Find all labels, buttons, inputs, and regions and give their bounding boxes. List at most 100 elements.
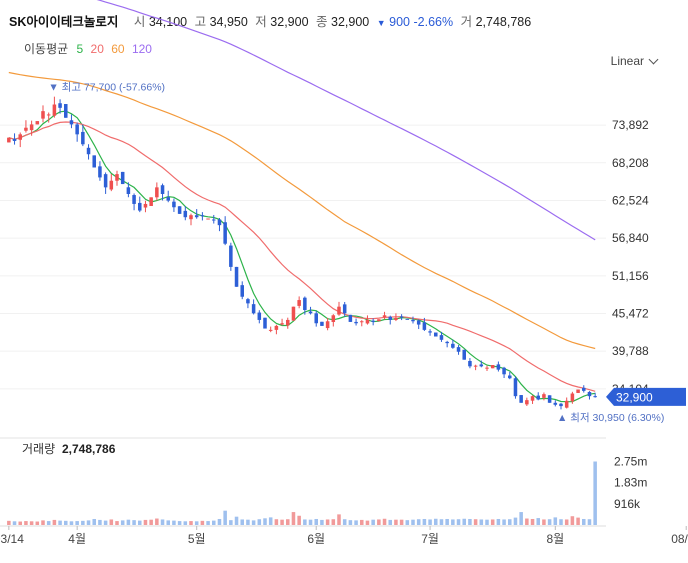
current-price-tag xyxy=(606,387,686,406)
time-tick-label: 08/28 xyxy=(671,532,688,546)
low-marker-label: ▲ 최저 30,950 (6.30%) xyxy=(557,412,664,424)
volume-tick-label: 916k xyxy=(614,497,641,511)
price-tick-label: 56,840 xyxy=(612,231,649,245)
volume-bar xyxy=(468,518,472,525)
volume-bar xyxy=(525,518,529,525)
volume-bar xyxy=(52,519,57,525)
candle xyxy=(314,313,318,324)
volume-bar xyxy=(200,520,205,525)
volume-bar xyxy=(286,519,290,525)
candle xyxy=(416,320,421,325)
candle xyxy=(502,367,506,375)
scale-selector-label: Linear xyxy=(610,54,644,68)
volume-bar xyxy=(7,520,11,525)
volume-bar xyxy=(206,521,210,525)
candle xyxy=(445,341,449,344)
volume-bar xyxy=(388,519,392,525)
time-tick-label: 7월 xyxy=(421,532,439,546)
volume-bar xyxy=(411,519,415,525)
candle xyxy=(280,323,284,325)
volume-bar xyxy=(542,519,546,525)
volume-bar xyxy=(12,521,17,525)
volume-label: 거 xyxy=(460,15,473,29)
candle xyxy=(388,316,392,320)
candle xyxy=(35,121,40,125)
volume-bar xyxy=(291,512,296,525)
volume-bar xyxy=(422,518,427,525)
volume-bar xyxy=(126,519,131,525)
candle xyxy=(325,321,330,329)
volume-bar xyxy=(303,519,307,525)
candle xyxy=(64,104,68,118)
volume-bar xyxy=(280,519,284,525)
candle xyxy=(274,325,279,330)
volume-bar xyxy=(530,518,535,525)
high-value: 34,950 xyxy=(209,15,248,29)
volume-bar xyxy=(365,520,370,525)
ma20-label: 20 xyxy=(90,42,104,56)
candle xyxy=(348,314,353,322)
scale-selector[interactable]: Linear xyxy=(610,54,659,68)
ma5-line xyxy=(8,110,596,403)
price-header: SK아이이테크놀로지 시 34,100 고 34,950 저 32,900 종 … xyxy=(9,11,531,30)
candle xyxy=(485,367,489,369)
volume-bar xyxy=(325,519,330,525)
candle xyxy=(342,304,347,314)
volume-bar xyxy=(456,519,461,525)
candle xyxy=(24,127,28,131)
price-axis: 73,892 68,208 62,524 56,840 51,156 45,472 39,7… xyxy=(606,118,686,406)
volume-bar xyxy=(24,521,28,525)
candle xyxy=(525,400,529,405)
candle xyxy=(194,215,199,218)
candle xyxy=(41,111,45,119)
candle xyxy=(251,304,256,314)
candle xyxy=(166,197,170,201)
high-marker-label: ▼ 최고 77,700 (-57.66%) xyxy=(48,81,165,93)
ma120-line xyxy=(96,0,596,241)
volume-bar xyxy=(331,519,336,525)
volume-bar xyxy=(240,519,244,525)
volume-bar xyxy=(564,519,569,525)
candle xyxy=(229,245,233,267)
volume-bar xyxy=(257,519,262,525)
volume-bar xyxy=(172,520,176,525)
volume-bar xyxy=(394,519,398,525)
volume-bar xyxy=(570,516,575,525)
open-label: 시 xyxy=(133,15,146,29)
ma5-label: 5 xyxy=(76,42,84,56)
volume-bar xyxy=(75,521,79,525)
candle xyxy=(29,124,34,131)
candle xyxy=(593,396,597,398)
volume-bar xyxy=(428,519,432,525)
candle xyxy=(86,147,91,155)
volume-bar xyxy=(587,519,592,525)
time-axis: 03/14 4월 5월 6월 7월 8월 08/28 xyxy=(0,525,688,546)
candle xyxy=(542,394,546,398)
candle xyxy=(422,322,427,330)
volume-bar xyxy=(18,521,22,525)
moving-average-legend[interactable]: 이동평균 5 20 60 120 xyxy=(24,40,156,57)
candle xyxy=(291,306,296,321)
candle xyxy=(473,365,478,367)
candle xyxy=(536,395,540,400)
high-label: 고 xyxy=(194,15,207,29)
volume-bar xyxy=(473,519,478,525)
volume-bar xyxy=(246,519,250,525)
time-tick-label: 6월 xyxy=(307,532,325,546)
candle xyxy=(92,155,96,168)
volume-bar xyxy=(274,519,279,525)
candle xyxy=(490,365,495,369)
candle xyxy=(7,137,11,143)
candle xyxy=(257,312,262,320)
candle xyxy=(200,215,205,217)
change-value: 900 xyxy=(389,15,410,29)
candle xyxy=(120,171,125,185)
low-label: 저 xyxy=(255,15,267,29)
volume-bar xyxy=(559,519,563,525)
volume-bar xyxy=(371,519,375,525)
candle xyxy=(18,134,22,140)
candle xyxy=(223,222,227,244)
volume-bar xyxy=(439,519,444,525)
volume-bar xyxy=(46,521,51,525)
